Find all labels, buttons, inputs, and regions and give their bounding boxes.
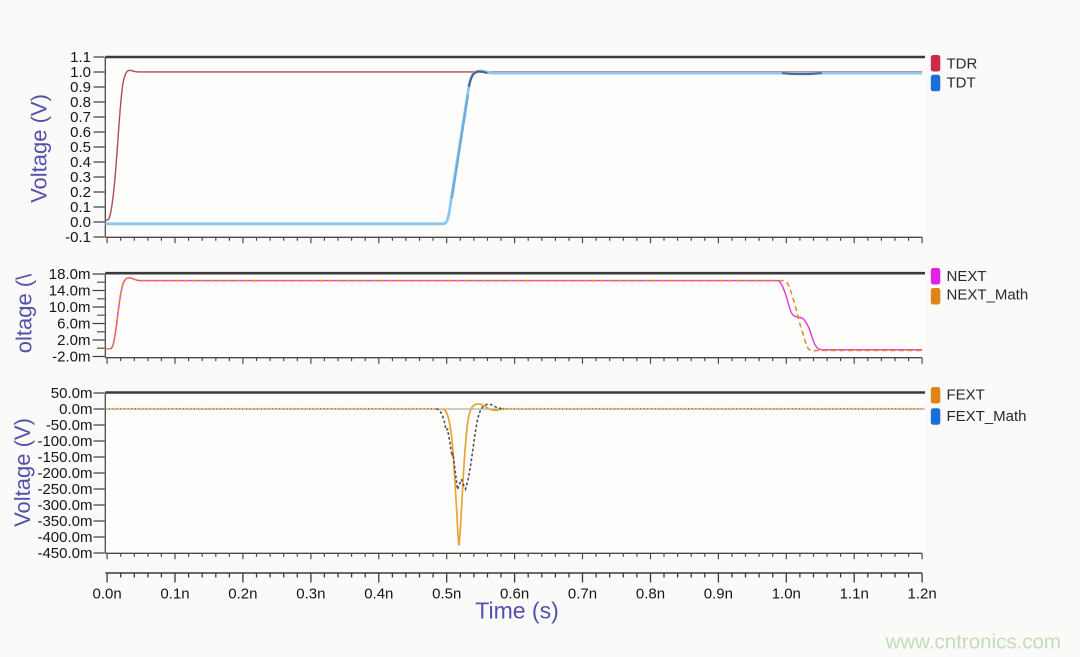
svg-text:6.0m: 6.0m <box>57 316 90 333</box>
svg-text:10.0m: 10.0m <box>49 299 91 316</box>
svg-text:0.5n: 0.5n <box>432 586 461 603</box>
svg-text:0.3: 0.3 <box>70 169 91 186</box>
svg-text:1.1n: 1.1n <box>840 586 869 603</box>
svg-text:-2.0m: -2.0m <box>52 349 90 366</box>
svg-text:0.1: 0.1 <box>70 199 91 216</box>
svg-text:-150.0m: -150.0m <box>37 449 92 466</box>
svg-text:0.8n: 0.8n <box>636 586 665 603</box>
svg-text:0.6: 0.6 <box>70 124 91 141</box>
svg-text:1.0: 1.0 <box>70 64 91 81</box>
svg-text:14.0m: 14.0m <box>49 283 91 300</box>
svg-text:0.2n: 0.2n <box>228 586 257 603</box>
svg-text:-400.0m: -400.0m <box>37 529 92 546</box>
svg-text:0.0n: 0.0n <box>92 586 121 603</box>
svg-text:1.1: 1.1 <box>70 49 91 66</box>
svg-text:0.9: 0.9 <box>70 79 91 96</box>
svg-text:oltage (\: oltage (\ <box>12 273 37 353</box>
svg-text:18.0m: 18.0m <box>49 266 91 283</box>
svg-text:Time (s): Time (s) <box>475 598 558 624</box>
svg-text:NEXT_Math: NEXT_Math <box>947 286 1029 303</box>
svg-text:-450.0m: -450.0m <box>37 545 92 562</box>
svg-text:TDT: TDT <box>947 75 976 92</box>
svg-text:0.7: 0.7 <box>70 109 91 126</box>
svg-text:-200.0m: -200.0m <box>37 465 92 482</box>
svg-text:NEXT: NEXT <box>947 268 987 285</box>
svg-text:-0.1: -0.1 <box>65 229 91 246</box>
svg-text:0.6n: 0.6n <box>500 586 529 603</box>
svg-text:0.0m: 0.0m <box>59 401 92 418</box>
svg-text:1.2n: 1.2n <box>907 586 936 603</box>
svg-text:1.0n: 1.0n <box>772 586 801 603</box>
svg-text:2.0m: 2.0m <box>57 332 90 349</box>
svg-text:0.5: 0.5 <box>70 139 91 156</box>
svg-text:0.0: 0.0 <box>70 214 91 231</box>
svg-text:Voltage (V): Voltage (V) <box>27 94 52 203</box>
svg-text:-350.0m: -350.0m <box>37 513 92 530</box>
svg-text:-100.0m: -100.0m <box>37 433 92 450</box>
svg-text:0.3n: 0.3n <box>296 586 325 603</box>
svg-text:0.7n: 0.7n <box>568 586 597 603</box>
svg-text:www.cntronics.com: www.cntronics.com <box>885 631 1061 654</box>
svg-text:0.4n: 0.4n <box>364 586 393 603</box>
svg-text:-50.0m: -50.0m <box>46 417 93 434</box>
svg-text:-300.0m: -300.0m <box>37 497 92 514</box>
svg-text:0.2: 0.2 <box>70 184 91 201</box>
svg-text:50.0m: 50.0m <box>51 385 93 402</box>
svg-text:0.8: 0.8 <box>70 94 91 111</box>
svg-text:FEXT_Math: FEXT_Math <box>947 408 1027 425</box>
svg-text:-250.0m: -250.0m <box>37 481 92 498</box>
svg-text:0.1n: 0.1n <box>160 586 189 603</box>
svg-text:FEXT: FEXT <box>947 387 985 404</box>
svg-text:0.9n: 0.9n <box>704 586 733 603</box>
svg-text:0.4: 0.4 <box>70 154 91 171</box>
svg-text:TDR: TDR <box>947 55 978 72</box>
svg-text:Voltage (V): Voltage (V) <box>10 418 35 527</box>
